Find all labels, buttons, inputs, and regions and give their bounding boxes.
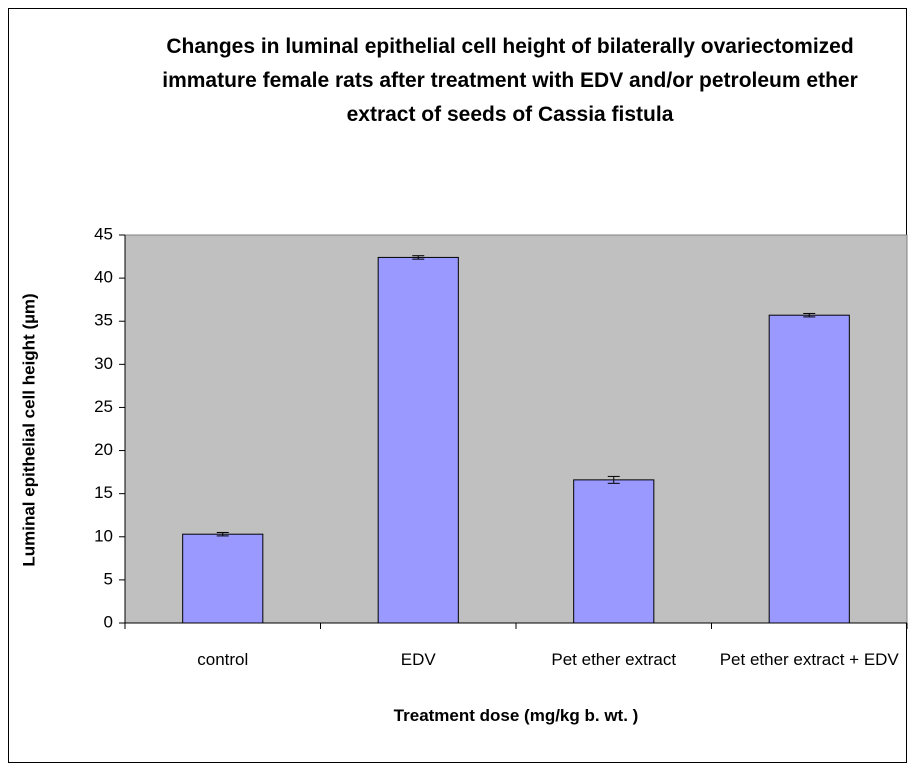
chart-title: Changes in luminal epithelial cell heigh… [162,35,858,126]
y-tick-label: 35 [94,311,113,330]
y-tick-label: 15 [94,483,113,502]
bar [377,256,459,624]
x-tick-label: EDV [400,650,436,669]
bar [768,314,850,624]
y-tick-label: 20 [94,440,113,459]
y-tick-label: 40 [94,268,113,287]
x-tick-label: Pet ether extract [551,650,677,669]
y-tick-label: 30 [94,354,113,373]
y-axis-label: Luminal epithelial cell height (µm) [19,293,38,566]
bar [182,533,264,624]
x-tick-label: Pet ether extract + EDV [719,650,899,669]
error-bar [412,255,425,260]
bar [573,479,655,624]
x-tick-label: control [197,650,249,669]
error-bar [607,475,620,484]
y-tick-label: 10 [94,526,113,545]
y-tick-label: 5 [104,569,113,588]
error-bar [803,312,816,318]
y-tick-label: 0 [104,612,113,631]
x-axis-label: Treatment dose (mg/kg b. wt. ) [393,706,639,725]
error-bar [216,531,229,537]
y-tick-label: 25 [94,397,113,416]
y-tick-label: 45 [94,224,113,243]
